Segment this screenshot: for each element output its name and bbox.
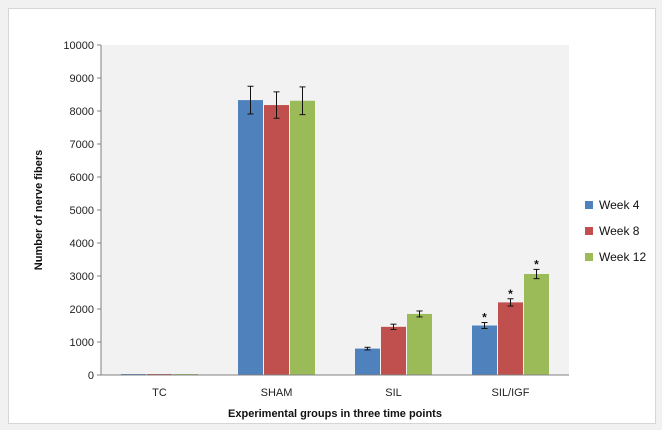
- y-tick-label: 6000: [70, 172, 94, 184]
- legend-label: Week 4: [599, 198, 640, 212]
- y-tick-label: 1000: [70, 337, 94, 349]
- bar: [407, 313, 432, 375]
- significance-marker: *: [534, 257, 539, 271]
- y-tick-label: 10000: [63, 40, 94, 52]
- y-tick-label: 0: [88, 370, 94, 382]
- bar: [264, 105, 289, 375]
- y-tick-label: 2000: [70, 304, 94, 316]
- x-tick-label: SHAM: [261, 387, 293, 399]
- y-tick-label: 3000: [70, 271, 94, 283]
- y-axis-title: Number of nerve fibers: [33, 150, 45, 270]
- x-tick-label: TC: [152, 387, 167, 399]
- bar: [472, 325, 497, 375]
- y-tick-label: 7000: [70, 139, 94, 151]
- significance-marker: *: [508, 287, 513, 301]
- y-tick-label: 5000: [70, 205, 94, 217]
- legend-label: Week 12: [599, 250, 646, 264]
- bar: [524, 274, 549, 375]
- significance-marker: *: [482, 311, 487, 325]
- bar: [290, 100, 315, 376]
- chart-area: 0 1000 2000 3000 4000 5000 6000 7000 8000 9000 100…: [8, 8, 656, 424]
- x-axis-title: Experimental groups in three time points: [228, 408, 442, 420]
- y-tick-label: 8000: [70, 106, 94, 118]
- y-tick-label: 9000: [70, 73, 94, 85]
- x-tick-label: SIL/IGF: [492, 387, 530, 399]
- legend-label: Week 8: [599, 224, 640, 238]
- y-tick-label: 4000: [70, 238, 94, 250]
- bar: [381, 326, 406, 375]
- legend: Week 4 Week 8 Week 12: [585, 198, 646, 264]
- legend-swatch: [585, 227, 593, 235]
- plot-area: [101, 45, 569, 375]
- bar: [238, 100, 263, 376]
- bar-chart: 0 1000 2000 3000 4000 5000 6000 7000 8000 9000 100…: [33, 40, 646, 420]
- legend-swatch: [585, 253, 593, 261]
- bar: [355, 348, 380, 375]
- legend-swatch: [585, 201, 593, 209]
- bar: [498, 302, 523, 375]
- x-tick-label: SIL: [385, 387, 402, 399]
